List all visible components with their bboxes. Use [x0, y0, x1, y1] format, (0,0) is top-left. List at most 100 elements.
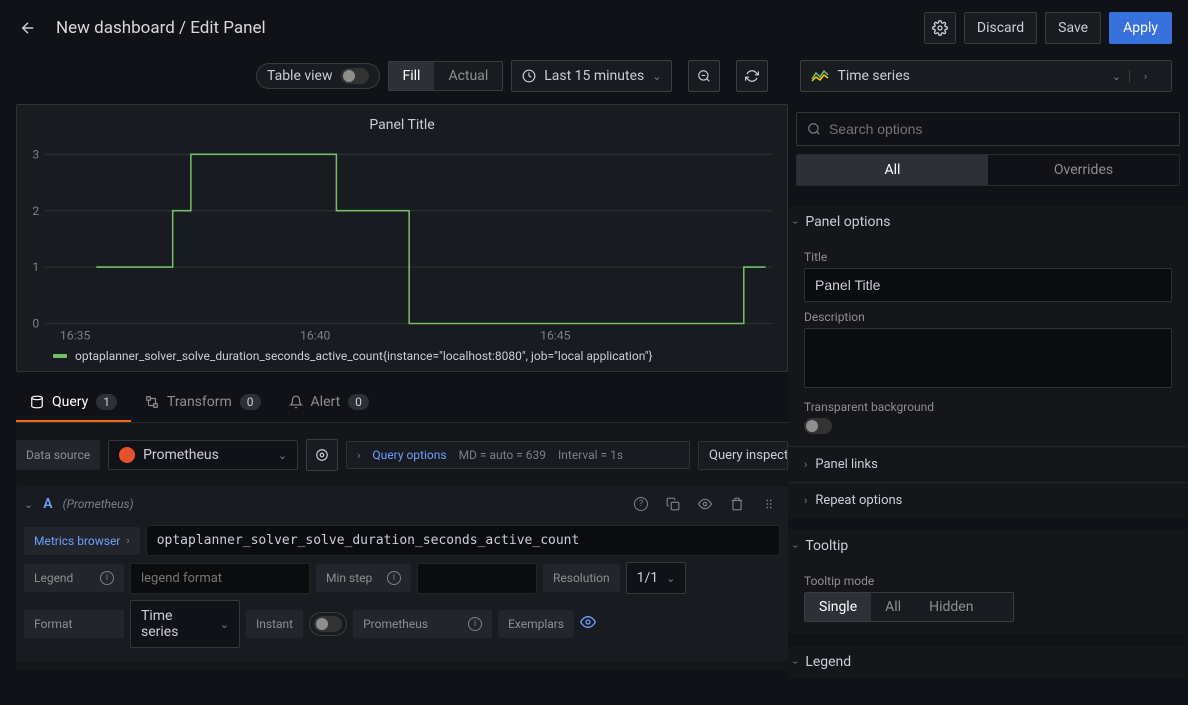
- section-panel-links[interactable]: › Panel links: [788, 446, 1188, 482]
- discard-button[interactable]: Discard: [964, 12, 1037, 44]
- query-ds-label: (Prometheus): [63, 497, 134, 511]
- time-range-label: Last 15 minutes: [544, 68, 644, 84]
- svg-text:2: 2: [32, 204, 39, 218]
- section-tooltip[interactable]: › Tooltip: [788, 530, 1188, 562]
- tab-query[interactable]: Query 1: [16, 384, 131, 422]
- breadcrumb: New dashboard / Edit Panel: [56, 18, 266, 38]
- query-options-link[interactable]: Query options: [372, 448, 446, 462]
- query-copy-button[interactable]: [662, 493, 684, 515]
- section-panel-options[interactable]: › Panel options: [788, 206, 1188, 238]
- gear-icon: [315, 448, 329, 462]
- instant-toggle[interactable]: [309, 612, 347, 636]
- expand-viz-icon[interactable]: ›: [1129, 70, 1161, 83]
- legend-format-input[interactable]: [130, 563, 310, 594]
- legend-text: optaplanner_solver_solve_duration_second…: [75, 349, 653, 363]
- section-legend[interactable]: › Legend: [788, 646, 1188, 678]
- svg-text:16:40: 16:40: [300, 329, 331, 343]
- transparent-bg-toggle[interactable]: [804, 418, 832, 434]
- zoom-out-button[interactable]: [688, 60, 720, 92]
- settings-button[interactable]: [924, 12, 956, 44]
- svg-text:0: 0: [32, 317, 39, 331]
- interval-info: Interval = 1s: [558, 448, 623, 462]
- drag-icon: [762, 497, 776, 511]
- tab-alert-count: 0: [348, 394, 369, 410]
- clock-icon: [522, 69, 536, 83]
- query-delete-button[interactable]: [726, 493, 748, 515]
- min-step-label: Min stepi: [316, 564, 411, 592]
- arrow-left-icon: [19, 19, 37, 37]
- options-search-input[interactable]: [829, 121, 1169, 137]
- save-button[interactable]: Save: [1045, 12, 1101, 44]
- tab-alert[interactable]: Alert 0: [275, 384, 383, 422]
- back-button[interactable]: [16, 16, 40, 40]
- tooltip-single[interactable]: Single: [805, 593, 871, 621]
- table-view-label: Table view: [267, 68, 333, 84]
- tab-alert-label: Alert: [311, 394, 341, 410]
- chart-legend[interactable]: optaplanner_solver_solve_duration_second…: [25, 345, 779, 363]
- min-step-input[interactable]: [417, 563, 537, 594]
- bell-icon: [289, 395, 303, 409]
- svg-text:16:35: 16:35: [60, 329, 91, 343]
- refresh-button[interactable]: [736, 60, 768, 92]
- prometheus-label: Prometheusi: [353, 610, 492, 638]
- data-source-settings-button[interactable]: [306, 439, 338, 471]
- gear-icon: [932, 20, 948, 36]
- refresh-icon: [745, 69, 759, 83]
- tab-query-label: Query: [52, 394, 88, 410]
- table-view-toggle[interactable]: Table view: [256, 63, 380, 89]
- time-range-picker[interactable]: Last 15 minutes ⌄: [511, 60, 672, 92]
- description-input[interactable]: [804, 328, 1172, 388]
- description-field-label: Description: [804, 310, 1172, 324]
- visualization-picker[interactable]: Time series ⌄ ›: [800, 60, 1172, 92]
- viz-type-label: Time series: [837, 68, 909, 84]
- tab-transform-label: Transform: [167, 394, 232, 410]
- query-visibility-button[interactable]: [694, 493, 716, 515]
- apply-button[interactable]: Apply: [1109, 12, 1172, 44]
- eye-icon: [580, 614, 596, 630]
- md-info: MD = auto = 639: [459, 448, 546, 462]
- exemplars-toggle[interactable]: [580, 614, 596, 634]
- query-expression-input[interactable]: [146, 525, 780, 556]
- data-source-select[interactable]: Prometheus ⌄: [108, 440, 298, 470]
- tooltip-mode-toggle: Single All Hidden: [804, 592, 1014, 622]
- options-search[interactable]: [796, 112, 1180, 146]
- tooltip-hidden[interactable]: Hidden: [915, 593, 987, 621]
- tooltip-all[interactable]: All: [871, 593, 915, 621]
- title-input[interactable]: [804, 268, 1172, 302]
- query-drag-handle[interactable]: [758, 493, 780, 515]
- resolution-label: Resolution: [543, 564, 620, 592]
- exemplars-label: Exemplars: [498, 610, 574, 638]
- collapse-icon[interactable]: ⌄: [24, 498, 33, 511]
- switch-icon: [314, 616, 342, 632]
- timeseries-icon: [811, 69, 829, 83]
- query-help-button[interactable]: ?: [630, 493, 652, 515]
- tab-query-count: 1: [96, 394, 117, 410]
- trash-icon: [730, 497, 744, 511]
- fill-actual-toggle: Fill Actual: [388, 61, 504, 91]
- data-source-label: Data source: [16, 440, 100, 470]
- chevron-down-icon: ⌄: [278, 449, 287, 462]
- query-letter: A: [43, 496, 52, 512]
- tab-transform[interactable]: Transform 0: [131, 384, 275, 422]
- legend-label: Legendi: [24, 564, 124, 592]
- query-inspector-button[interactable]: Query inspector: [698, 441, 788, 470]
- resolution-select[interactable]: 1/1 ⌄: [626, 562, 687, 594]
- chart-area: 012316:3516:4016:45: [25, 145, 779, 345]
- format-select[interactable]: Time series ⌄: [130, 600, 240, 648]
- switch-icon: [341, 68, 369, 84]
- chevron-right-icon[interactable]: ›: [357, 449, 360, 462]
- chevron-down-icon: ⌄: [1112, 70, 1121, 83]
- options-tabs: All Overrides: [796, 154, 1180, 186]
- transparent-bg-label: Transparent background: [804, 400, 1172, 414]
- panel-preview: Panel Title 012316:3516:4016:45 optaplan…: [16, 104, 788, 372]
- section-repeat-options[interactable]: › Repeat options: [788, 482, 1188, 518]
- metrics-browser-button[interactable]: Metrics browser ›: [24, 527, 140, 555]
- actual-option[interactable]: Actual: [434, 62, 502, 90]
- tab-overrides[interactable]: Overrides: [988, 155, 1179, 185]
- copy-icon: [666, 497, 680, 511]
- svg-text:3: 3: [32, 147, 39, 161]
- tab-all[interactable]: All: [797, 155, 988, 185]
- zoom-out-icon: [697, 69, 711, 83]
- fill-option[interactable]: Fill: [389, 62, 435, 90]
- format-label: Format: [24, 610, 124, 638]
